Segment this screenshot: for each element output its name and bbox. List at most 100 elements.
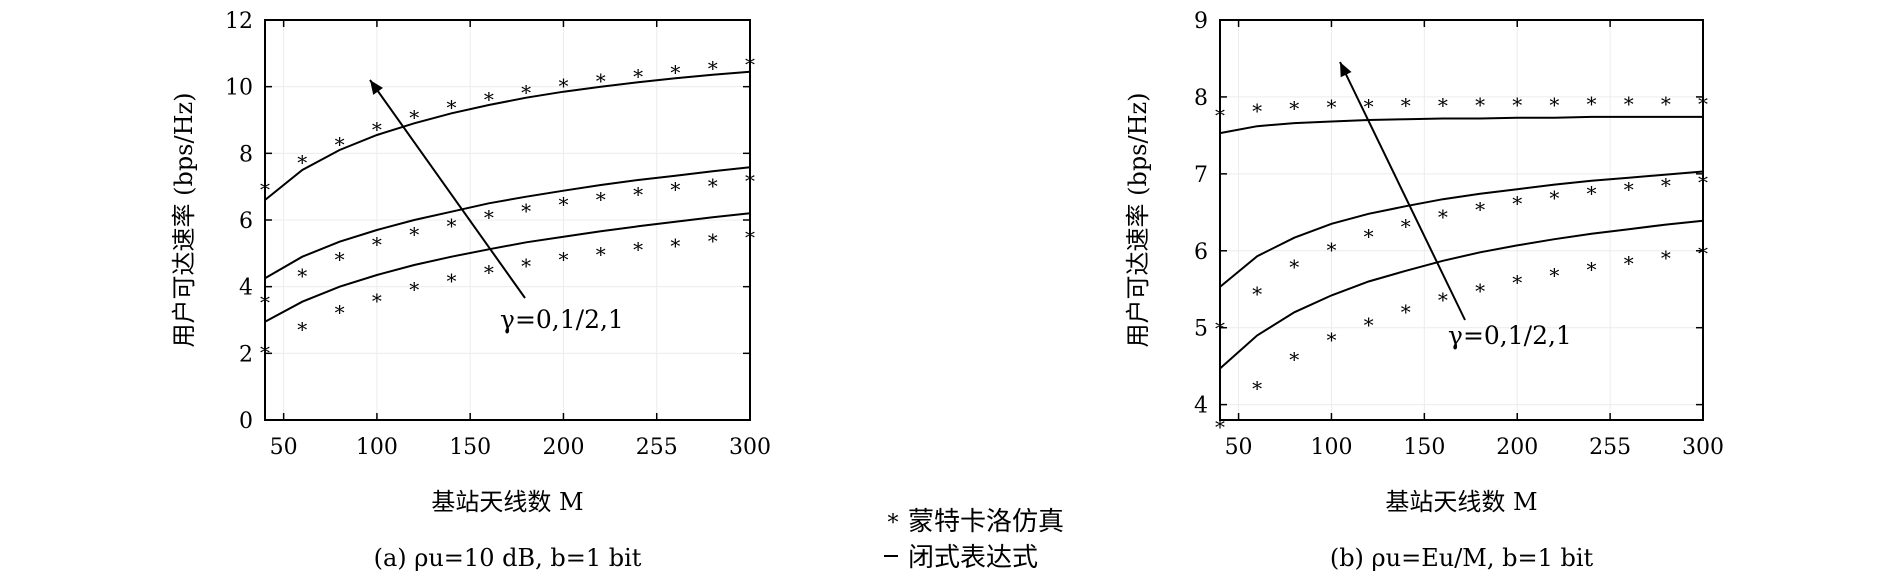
- y-tick-label-1: 2: [239, 342, 253, 367]
- chart-panel-a: 50 100 150 200 255 300 0 2 4 6 8 10 12 * * * * * * * * * * * * * *…: [170, 9, 771, 572]
- monte-carlo-point-0-9: *: [1549, 93, 1559, 117]
- monte-carlo-point-2-9: *: [596, 242, 606, 266]
- monte-carlo-point-1-12: *: [708, 174, 718, 198]
- monte-carlo-point-0-12: *: [1661, 92, 1671, 116]
- monte-carlo-point-0-11: *: [1624, 92, 1634, 116]
- monte-carlo-point-2-11: *: [1624, 251, 1634, 275]
- monte-carlo-point-2-3: *: [1326, 328, 1336, 352]
- monte-carlo-point-2-1: *: [297, 317, 307, 341]
- legend-marker-monte-carlo: *: [888, 511, 899, 536]
- annotation-label: γ=0,1/2,1: [1448, 321, 1572, 350]
- x-tick-label-3: 200: [1496, 435, 1538, 460]
- monte-carlo-point-0-6: *: [484, 87, 494, 111]
- panel-caption: (b) ρu=Eu/M, b=1 bit: [1330, 544, 1594, 572]
- monte-carlo-point-1-4: *: [409, 222, 419, 246]
- legend-label-closed-form: 闭式表达式: [908, 543, 1038, 573]
- monte-carlo-point-2-12: *: [1661, 246, 1671, 270]
- x-tick-label-3: 200: [542, 435, 584, 460]
- y-tick-label-0: 4: [1194, 394, 1208, 419]
- monte-carlo-point-2-10: *: [633, 237, 643, 261]
- annotation-arrow: [369, 79, 526, 299]
- monte-carlo-point-2-3: *: [372, 289, 382, 313]
- x-axis-label: 基站天线数 M: [1385, 488, 1537, 516]
- monte-carlo-point-0-10: *: [633, 65, 643, 89]
- monte-carlo-point-0-1: *: [297, 151, 307, 175]
- monte-carlo-point-2-4: *: [409, 277, 419, 301]
- monte-carlo-point-1-10: *: [633, 182, 643, 206]
- monte-carlo-point-2-5: *: [1401, 300, 1411, 324]
- monte-carlo-point-1-3: *: [372, 232, 382, 256]
- x-tick-label-5: 300: [1682, 435, 1724, 460]
- closed-form-curve-0: [1219, 115, 1703, 135]
- monte-carlo-point-2-0: *: [1215, 415, 1225, 439]
- x-tick-label-1: 100: [1310, 435, 1352, 460]
- monte-carlo-point-0-8: *: [558, 74, 568, 98]
- plot-frame: [1219, 19, 1704, 421]
- monte-carlo-point-2-5: *: [447, 269, 457, 293]
- monte-carlo-point-1-11: *: [1624, 177, 1634, 201]
- monte-carlo-point-1-8: *: [1512, 191, 1522, 215]
- y-tick-label-2: 6: [1194, 240, 1208, 265]
- monte-carlo-point-1-7: *: [1475, 197, 1485, 221]
- monte-carlo-point-1-2: *: [1289, 255, 1299, 279]
- monte-carlo-point-1-10: *: [1587, 181, 1597, 205]
- monte-carlo-point-2-6: *: [484, 261, 494, 285]
- monte-carlo-point-2-11: *: [670, 234, 680, 258]
- y-tick-label-3: 7: [1194, 163, 1208, 188]
- monte-carlo-point-1-12: *: [1661, 174, 1671, 198]
- y-tick-label-4: 8: [1194, 86, 1208, 111]
- x-tick-label-2: 150: [449, 435, 491, 460]
- closed-form-curve-2: [1219, 219, 1704, 370]
- legend: * 蒙特卡洛仿真 闭式表达式: [884, 507, 1064, 573]
- monte-carlo-point-1-5: *: [1401, 214, 1411, 238]
- monte-carlo-point-0-5: *: [447, 96, 457, 120]
- annotation-label: γ=0,1/2,1: [500, 305, 624, 334]
- annotation-arrowhead: [1340, 62, 1352, 78]
- annotation-arrow: [1339, 61, 1466, 321]
- y-tick-label-6: 12: [225, 9, 253, 34]
- x-tick-label-0: 50: [1225, 435, 1253, 460]
- closed-form-curve-0: [264, 70, 751, 201]
- y-axis-label: 用户可达速率 (bps/Hz): [1124, 92, 1152, 347]
- monte-carlo-point-1-6: *: [484, 206, 494, 230]
- monte-carlo-point-1-9: *: [596, 187, 606, 211]
- legend-label-monte-carlo: 蒙特卡洛仿真: [908, 507, 1064, 537]
- monte-carlo-point-1-2: *: [335, 247, 345, 271]
- monte-carlo-point-1-9: *: [1549, 186, 1559, 210]
- monte-carlo-point-0-1: *: [1252, 99, 1262, 123]
- monte-carlo-point-0-7: *: [1475, 93, 1485, 117]
- monte-carlo-point-2-7: *: [521, 254, 531, 278]
- monte-carlo-point-0-12: *: [708, 56, 718, 80]
- y-tick-label-0: 0: [239, 409, 253, 434]
- monte-carlo-point-0-10: *: [1587, 92, 1597, 116]
- x-axis-label: 基站天线数 M: [431, 488, 583, 516]
- monte-carlo-point-1-5: *: [447, 214, 457, 238]
- monte-carlo-point-1-3: *: [1326, 238, 1336, 262]
- monte-carlo-point-0-8: *: [1512, 93, 1522, 117]
- annotation-arrowhead: [370, 80, 384, 95]
- monte-carlo-point-2-2: *: [1289, 347, 1299, 371]
- y-tick-label-4: 8: [239, 142, 253, 167]
- x-tick-label-2: 150: [1403, 435, 1445, 460]
- monte-carlo-point-0-9: *: [596, 69, 606, 93]
- y-tick-label-1: 5: [1194, 317, 1208, 342]
- x-tick-label-5: 300: [729, 435, 771, 460]
- monte-carlo-point-2-2: *: [335, 301, 345, 325]
- monte-carlo-point-2-4: *: [1364, 313, 1374, 337]
- monte-carlo-point-0-3: *: [372, 117, 382, 141]
- x-tick-label-4: 255: [636, 435, 678, 460]
- monte-carlo-point-2-12: *: [708, 229, 718, 253]
- monte-carlo-point-2-9: *: [1549, 264, 1559, 288]
- monte-carlo-point-1-4: *: [1364, 224, 1374, 248]
- monte-carlo-point-1-7: *: [521, 199, 531, 223]
- x-tick-label-0: 50: [270, 435, 298, 460]
- monte-carlo-point-0-3: *: [1326, 95, 1336, 119]
- monte-carlo-point-0-5: *: [1401, 94, 1411, 118]
- closed-form-curve-1: [1219, 170, 1704, 288]
- closed-form-curve-2: [264, 212, 751, 323]
- y-tick-label-3: 6: [239, 209, 253, 234]
- monte-carlo-point-0-11: *: [670, 61, 680, 85]
- monte-carlo-point-1-8: *: [558, 192, 568, 216]
- monte-carlo-point-2-8: *: [558, 247, 568, 271]
